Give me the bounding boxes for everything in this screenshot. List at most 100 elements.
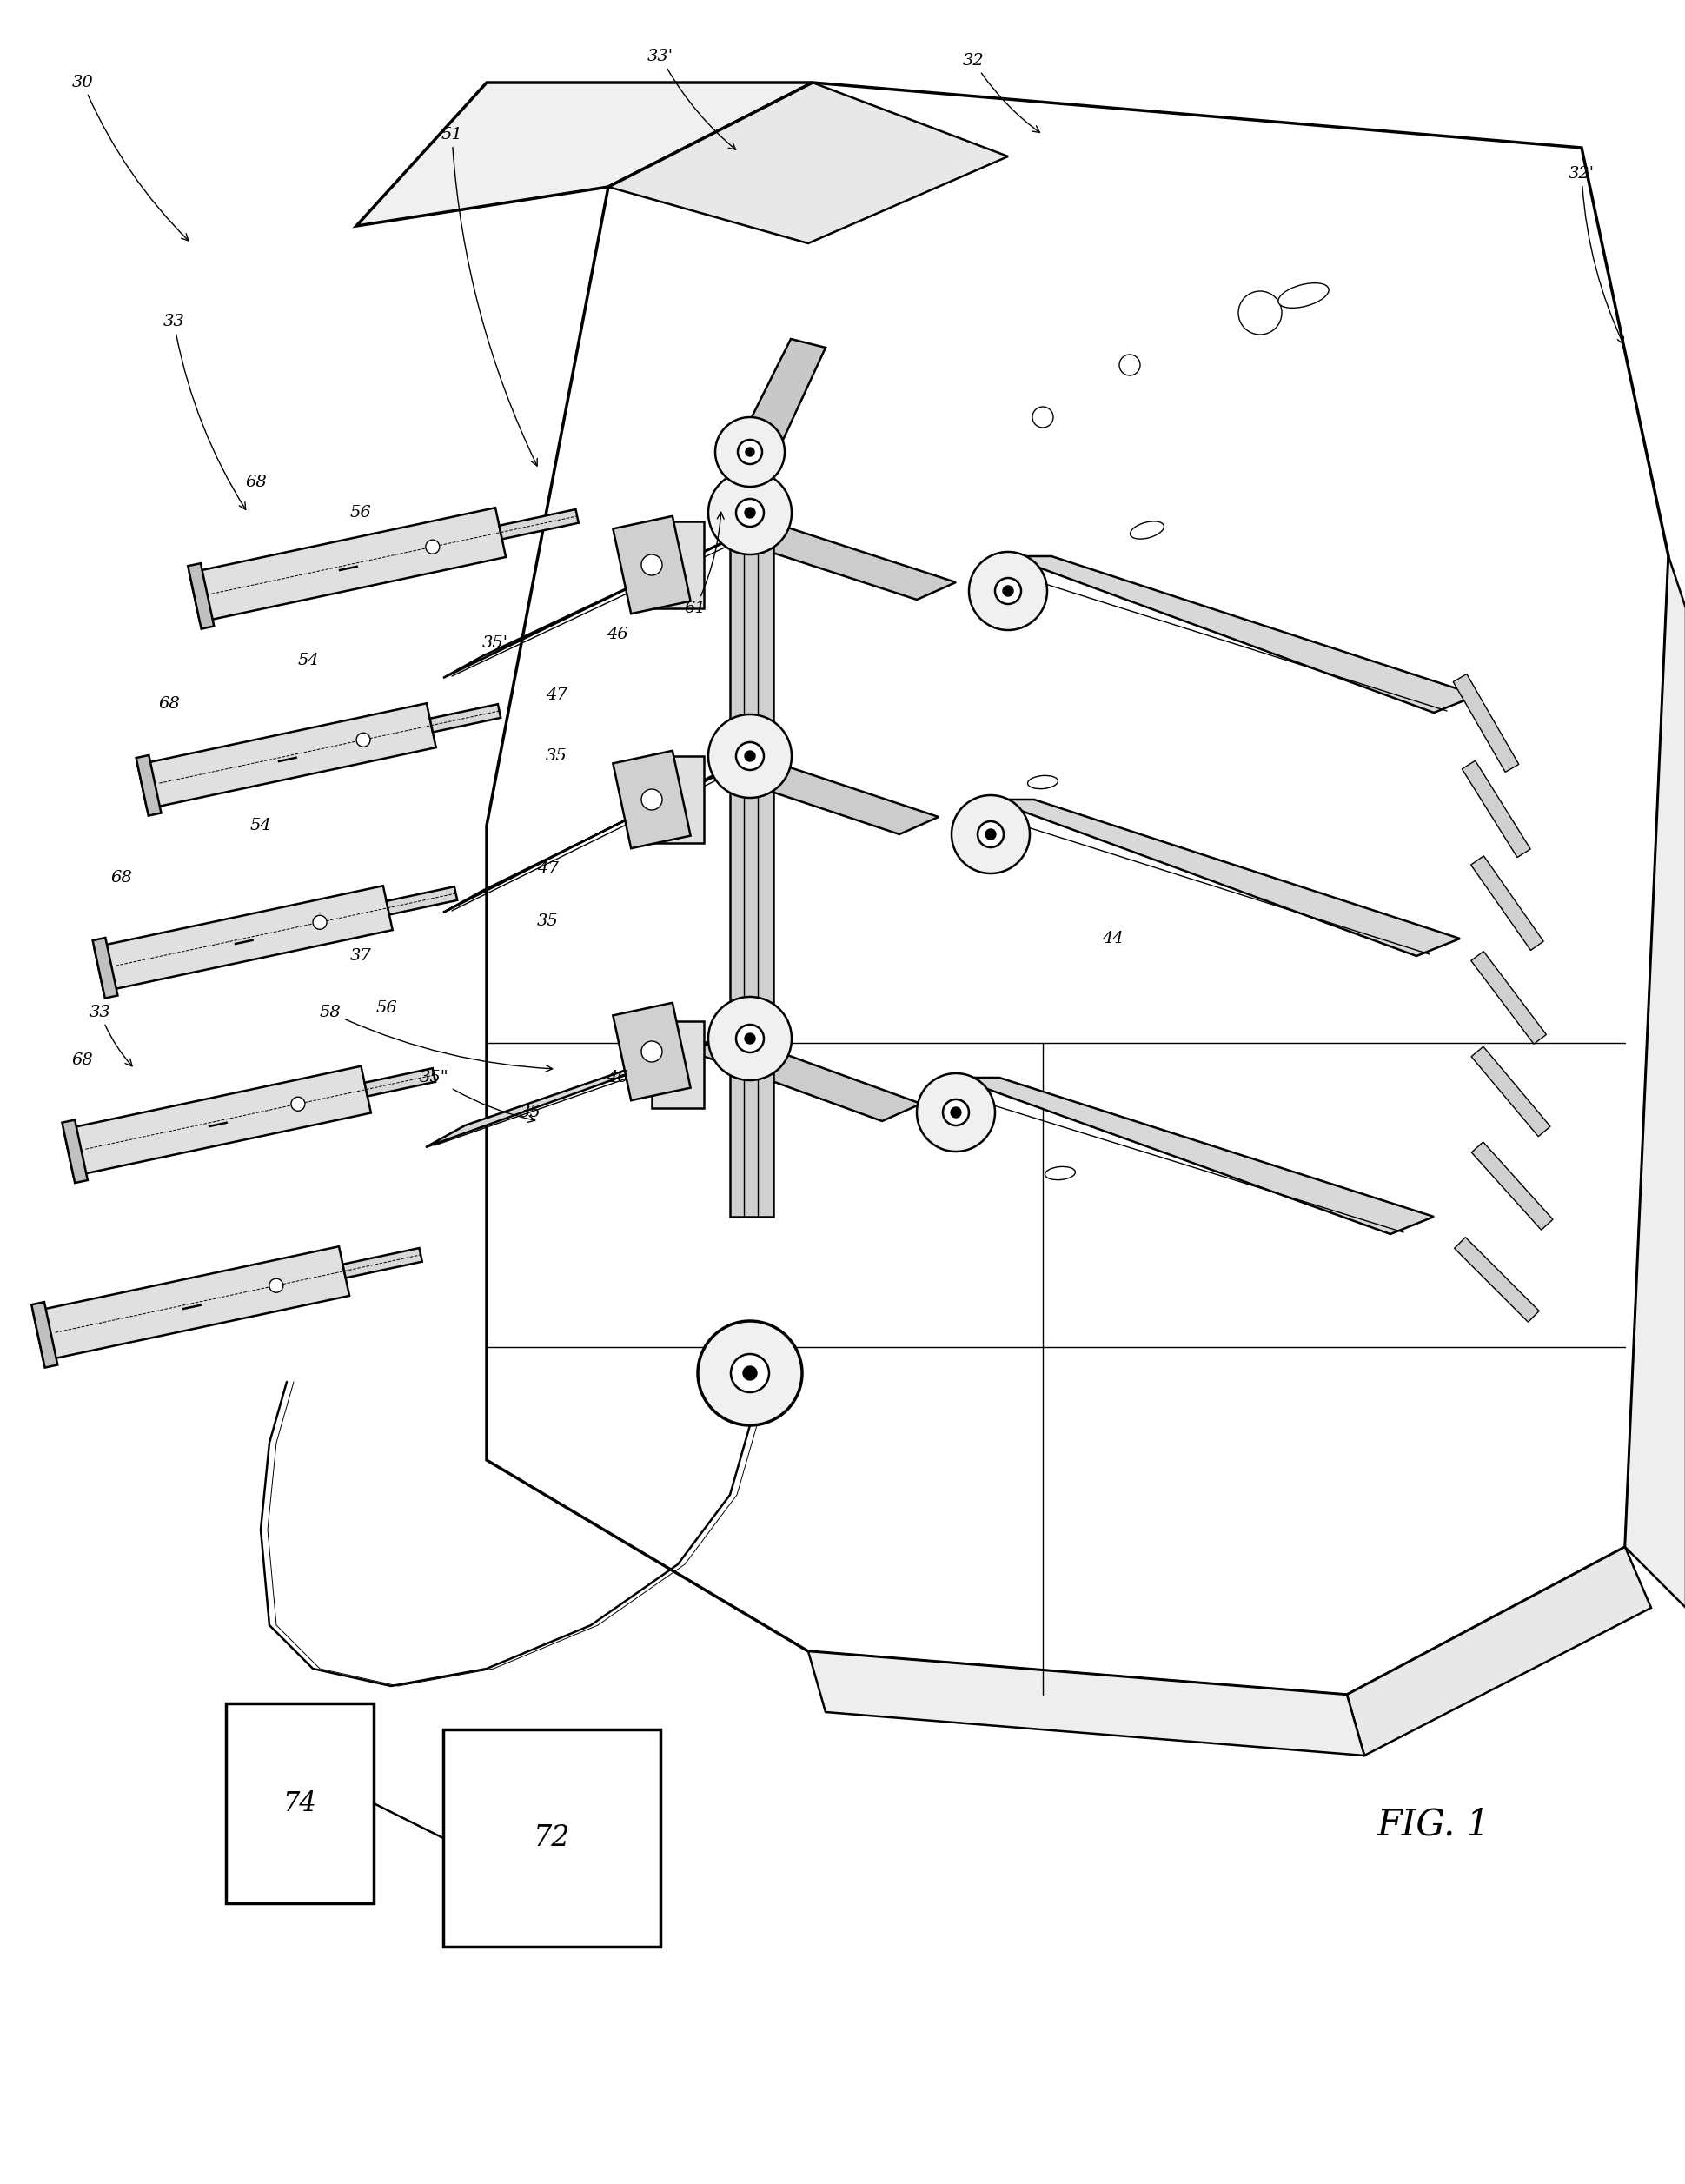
Polygon shape bbox=[443, 522, 768, 677]
Text: 68: 68 bbox=[111, 869, 133, 885]
Circle shape bbox=[986, 830, 996, 839]
Polygon shape bbox=[226, 1704, 374, 1902]
Polygon shape bbox=[64, 1066, 371, 1177]
Polygon shape bbox=[34, 1247, 349, 1361]
Polygon shape bbox=[613, 1002, 691, 1101]
Polygon shape bbox=[1454, 1238, 1538, 1321]
Text: 46: 46 bbox=[607, 627, 627, 642]
Polygon shape bbox=[613, 751, 691, 847]
Polygon shape bbox=[1471, 1142, 1552, 1230]
Text: 33: 33 bbox=[89, 1005, 131, 1066]
Circle shape bbox=[640, 788, 662, 810]
Circle shape bbox=[708, 996, 792, 1081]
Polygon shape bbox=[730, 522, 955, 601]
Circle shape bbox=[708, 714, 792, 797]
Polygon shape bbox=[652, 756, 704, 843]
Circle shape bbox=[736, 498, 763, 526]
Text: 35': 35' bbox=[482, 636, 509, 651]
Text: 35: 35 bbox=[546, 749, 566, 764]
Circle shape bbox=[714, 417, 784, 487]
Text: 37: 37 bbox=[350, 948, 371, 963]
Polygon shape bbox=[716, 756, 939, 834]
Ellipse shape bbox=[1028, 775, 1058, 788]
Polygon shape bbox=[955, 1077, 1434, 1234]
Text: 54: 54 bbox=[249, 817, 271, 834]
Circle shape bbox=[745, 751, 755, 762]
Text: 46: 46 bbox=[607, 1070, 627, 1085]
Polygon shape bbox=[356, 83, 812, 225]
Polygon shape bbox=[342, 1247, 421, 1278]
Text: 72: 72 bbox=[532, 1824, 570, 1852]
Circle shape bbox=[1238, 290, 1281, 334]
Polygon shape bbox=[499, 509, 578, 539]
Circle shape bbox=[977, 821, 1003, 847]
Polygon shape bbox=[730, 505, 773, 1216]
Polygon shape bbox=[136, 756, 162, 815]
Polygon shape bbox=[187, 563, 214, 629]
Circle shape bbox=[1003, 585, 1013, 596]
Polygon shape bbox=[430, 703, 500, 732]
Circle shape bbox=[736, 743, 763, 771]
Circle shape bbox=[292, 1096, 305, 1112]
Text: FIG. 1: FIG. 1 bbox=[1377, 1806, 1490, 1843]
Ellipse shape bbox=[1277, 284, 1328, 308]
Polygon shape bbox=[138, 703, 436, 808]
Circle shape bbox=[1119, 354, 1139, 376]
Polygon shape bbox=[1624, 557, 1685, 1607]
Text: 35: 35 bbox=[519, 1105, 541, 1120]
Polygon shape bbox=[691, 1035, 920, 1120]
Polygon shape bbox=[613, 515, 691, 614]
Circle shape bbox=[745, 507, 755, 518]
Polygon shape bbox=[652, 522, 704, 609]
Polygon shape bbox=[189, 507, 506, 622]
Text: 68: 68 bbox=[72, 1053, 93, 1068]
Text: 56: 56 bbox=[350, 505, 371, 520]
Polygon shape bbox=[93, 937, 118, 998]
Text: 47: 47 bbox=[536, 860, 558, 878]
Text: 58: 58 bbox=[318, 1005, 553, 1072]
Circle shape bbox=[1031, 406, 1053, 428]
Polygon shape bbox=[94, 887, 393, 992]
Text: 51: 51 bbox=[441, 127, 538, 465]
Polygon shape bbox=[1452, 675, 1518, 773]
Text: 33: 33 bbox=[163, 314, 246, 509]
Polygon shape bbox=[1008, 557, 1476, 712]
Circle shape bbox=[738, 439, 762, 463]
Circle shape bbox=[356, 734, 371, 747]
Polygon shape bbox=[608, 83, 1008, 242]
Circle shape bbox=[640, 1042, 662, 1061]
Ellipse shape bbox=[1129, 522, 1163, 539]
Polygon shape bbox=[1471, 952, 1545, 1044]
Polygon shape bbox=[443, 756, 755, 913]
Circle shape bbox=[640, 555, 662, 574]
Polygon shape bbox=[32, 1302, 57, 1367]
Text: 35: 35 bbox=[536, 913, 558, 928]
Circle shape bbox=[917, 1072, 994, 1151]
Circle shape bbox=[743, 1367, 757, 1380]
Text: 35": 35" bbox=[420, 1070, 534, 1123]
Ellipse shape bbox=[1045, 1166, 1075, 1179]
Circle shape bbox=[950, 795, 1030, 874]
Polygon shape bbox=[62, 1120, 88, 1184]
Circle shape bbox=[994, 579, 1021, 605]
Polygon shape bbox=[386, 887, 457, 915]
Text: 74: 74 bbox=[283, 1791, 317, 1817]
Text: 54: 54 bbox=[298, 653, 318, 668]
Polygon shape bbox=[1469, 856, 1543, 950]
Circle shape bbox=[745, 1033, 755, 1044]
Text: 33': 33' bbox=[647, 48, 735, 151]
Polygon shape bbox=[487, 83, 1668, 1695]
Polygon shape bbox=[807, 1651, 1363, 1756]
Text: 56: 56 bbox=[376, 1000, 398, 1016]
Text: 68: 68 bbox=[158, 697, 180, 712]
Circle shape bbox=[736, 1024, 763, 1053]
Polygon shape bbox=[364, 1068, 435, 1096]
Text: 47: 47 bbox=[546, 688, 566, 703]
Circle shape bbox=[950, 1107, 960, 1118]
Polygon shape bbox=[426, 1035, 730, 1147]
Circle shape bbox=[745, 448, 753, 456]
Polygon shape bbox=[652, 1022, 704, 1107]
Circle shape bbox=[313, 915, 327, 930]
Circle shape bbox=[698, 1321, 802, 1426]
Polygon shape bbox=[991, 799, 1459, 957]
